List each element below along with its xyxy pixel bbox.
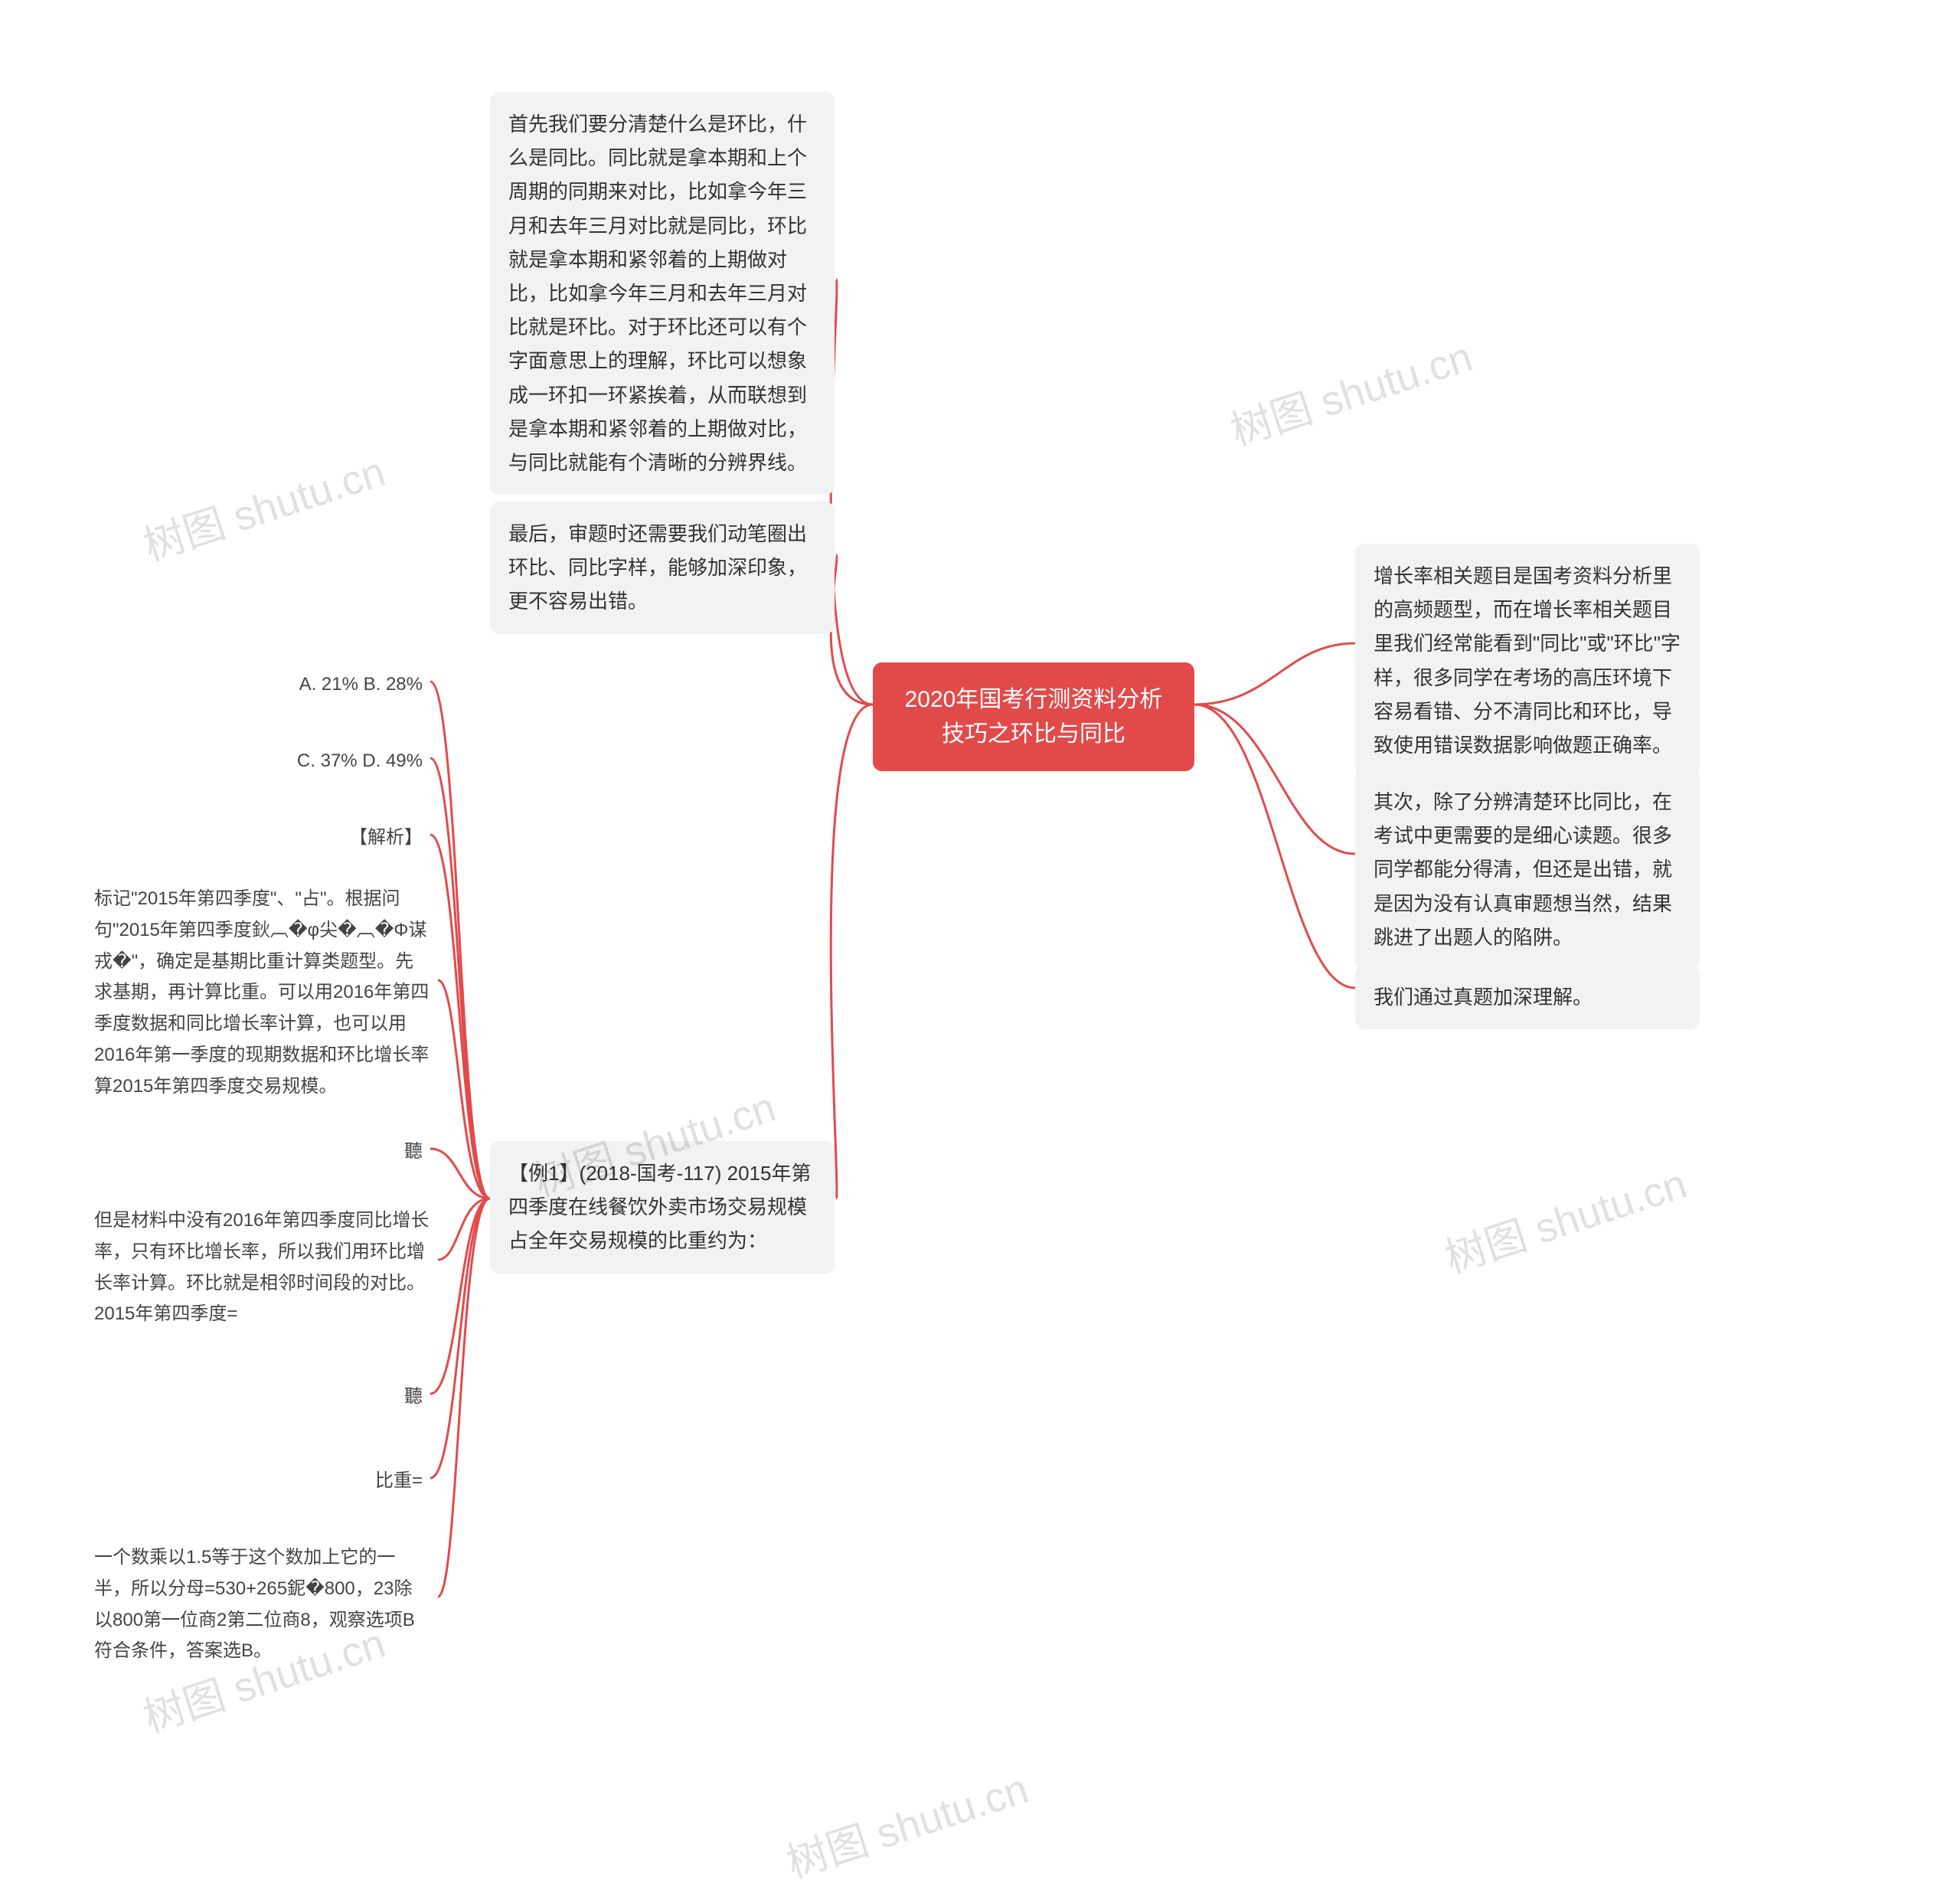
leaf-text: 聽 [404, 1386, 423, 1407]
right-node-3[interactable]: 我们通过真题加深理解。 [1355, 965, 1700, 1029]
leaf-text: A. 21% B. 28% [299, 674, 423, 695]
leaf-text: 一个数乘以1.5等于这个数加上它的一半，所以分母=530+265鈮�800，23… [94, 1547, 415, 1661]
watermark: 树图 shutu.cn [135, 437, 392, 572]
leaf-text: 但是材料中没有2016年第四季度同比增长率，只有环比增长率，所以我们用环比增长率… [94, 1210, 429, 1324]
root-node[interactable]: 2020年国考行测资料分析技巧之环比与同比 [873, 662, 1194, 771]
left-node-3[interactable]: 【例1】(2018-国考-117) 2015年第四季度在线餐饮外卖市场交易规模占… [490, 1141, 835, 1274]
leaf-text: 标记"2015年第四季度"、"占"。根据问句"2015年第四季度鈥︹�φ尖�︹�… [94, 888, 429, 1097]
right-node-1[interactable]: 增长率相关题目是国考资料分析里的高频题型，而在增长率相关题目里我们经常能看到"同… [1355, 544, 1700, 777]
leaf-text: C. 37% D. 49% [297, 750, 423, 771]
left-node-1[interactable]: 首先我们要分清楚什么是环比，什么是同比。同比就是拿本期和上个周期的同期来对比，比… [490, 92, 835, 495]
node-text: 其次，除了分辨清楚环比同比，在考试中更需要的是细心读题。很多同学都能分得清，但还… [1374, 790, 1672, 949]
leaf-analysis-label: 【解析】 [138, 819, 429, 857]
leaf-text: 聽 [404, 1141, 423, 1162]
leaf-ratio: 比重= [138, 1463, 429, 1500]
node-text: 增长率相关题目是国考资料分析里的高频题型，而在增长率相关题目里我们经常能看到"同… [1374, 564, 1681, 757]
leaf-text: 【解析】 [349, 827, 423, 848]
watermark: 树图 shutu.cn [778, 1754, 1035, 1889]
leaf-blank-2: 聽 [138, 1378, 429, 1416]
left-node-2[interactable]: 最后，审题时还需要我们动笔圈出环比、同比字样，能够加深印象，更不容易出错。 [490, 502, 835, 634]
right-node-2[interactable]: 其次，除了分辨清楚环比同比，在考试中更需要的是细心读题。很多同学都能分得清，但还… [1355, 770, 1700, 970]
node-text: 我们通过真题加深理解。 [1374, 986, 1592, 1009]
leaf-text: 比重= [375, 1470, 423, 1491]
node-text: 最后，审题时还需要我们动笔圈出环比、同比字样，能够加深印象，更不容易出错。 [508, 522, 807, 613]
watermark: 树图 shutu.cn [1436, 1149, 1694, 1284]
leaf-blank-1: 聽 [138, 1133, 429, 1171]
leaf-explain-1: 标记"2015年第四季度"、"占"。根据问句"2015年第四季度鈥︹�φ尖�︹�… [88, 881, 436, 1106]
leaf-a: A. 21% B. 28% [138, 666, 429, 704]
leaf-explain-2: 但是材料中没有2016年第四季度同比增长率，只有环比增长率，所以我们用环比增长率… [88, 1202, 436, 1333]
mindmap-canvas: 2020年国考行测资料分析技巧之环比与同比 增长率相关题目是国考资料分析里的高频… [0, 0, 1960, 1825]
leaf-c: C. 37% D. 49% [138, 743, 429, 780]
watermark: 树图 shutu.cn [1222, 322, 1479, 457]
node-text: 首先我们要分清楚什么是环比，什么是同比。同比就是拿本期和上个周期的同期来对比，比… [508, 113, 807, 474]
root-text: 2020年国考行测资料分析技巧之环比与同比 [905, 687, 1163, 747]
leaf-explain-3: 一个数乘以1.5等于这个数加上它的一半，所以分母=530+265鈮�800，23… [88, 1539, 436, 1670]
node-text: 【例1】(2018-国考-117) 2015年第四季度在线餐饮外卖市场交易规模占… [508, 1162, 811, 1252]
